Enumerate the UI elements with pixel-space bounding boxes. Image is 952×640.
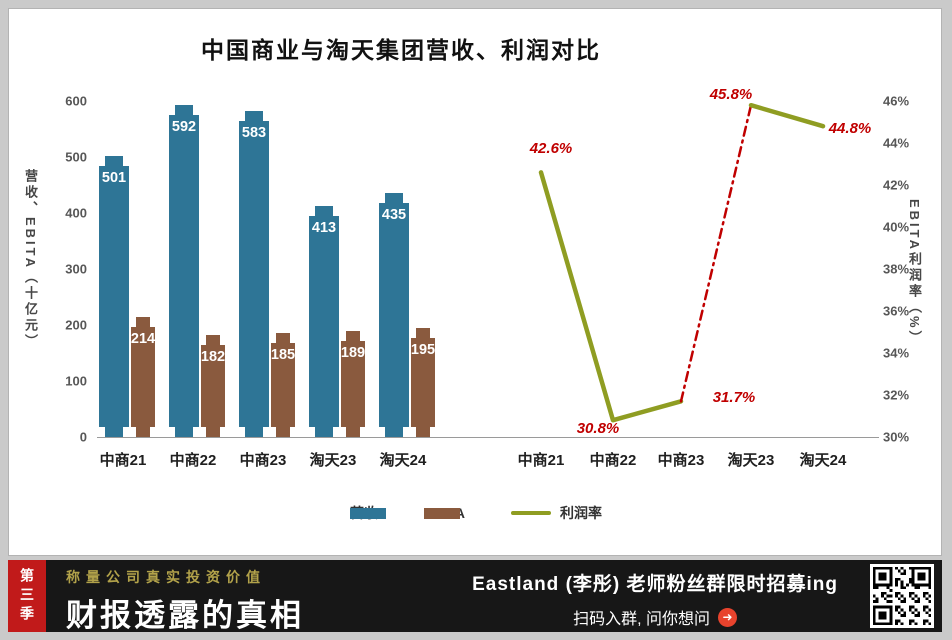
category-label: 中商22 — [169, 452, 217, 469]
right-axis-ticks: 30% 32% 34% 36% 38% 40% 42% 44% 46% — [9, 9, 941, 555]
category-label: 中商23 — [657, 452, 705, 469]
category-labels: 中商21 中商22 中商23 淘天23 淘天24 中商21 中商22 中商23 淘天23 淘天24 — [9, 9, 941, 555]
legend-swatch-icon — [350, 507, 387, 519]
bar-value-label: 501 — [101, 170, 127, 186]
right-axis-title: EBITA利润率（%） — [907, 199, 922, 347]
margin-data-labels: 42.6% 30.8% 31.7% 45.8% 44.8% — [9, 9, 941, 555]
left-axis-tick: 600 — [65, 93, 87, 109]
margin-data-label: 42.6% — [529, 140, 573, 157]
left-axis-tick: 100 — [65, 373, 87, 389]
banner-tagline: 称量公司真实投资价值 — [66, 569, 266, 585]
legend-item-利润率: 利润率 — [510, 503, 602, 523]
promo-line-1: Eastland (李彤) 老师粉丝群限时招募ing — [472, 574, 838, 595]
banner-left: 称量公司真实投资价值 财报透露的真相 — [66, 567, 304, 635]
bar-EBITA-中商22: 182 — [201, 335, 225, 437]
bar-EBITA-中商21: 214 — [131, 317, 155, 437]
category-label: 淘天24 — [799, 452, 847, 469]
bar-EBITA-中商23: 185 — [271, 333, 295, 437]
category-label: 中商21 — [99, 452, 147, 469]
promo-line-2-text: 扫码入群, 问你想问 — [573, 611, 710, 628]
right-axis-tick: 44% — [883, 135, 910, 151]
right-axis-tick: 34% — [883, 345, 910, 361]
left-axis-tick: 200 — [65, 317, 87, 333]
bar-series: 501 592 583 413 435 214 182 185 189 195 — [9, 9, 941, 555]
margin-line-chart — [538, 102, 826, 423]
margin-data-label: 31.7% — [712, 389, 756, 406]
left-axis-tick: 500 — [65, 149, 87, 165]
legend-swatch-icon — [510, 511, 551, 515]
bar-value-label: 195 — [410, 342, 436, 358]
season-label: 第三季 — [19, 567, 35, 625]
margin-data-label: 45.8% — [709, 86, 753, 103]
bar-营收-淘天23: 413 — [309, 206, 339, 437]
left-axis-tick: 300 — [65, 261, 87, 277]
right-axis-tick: 32% — [883, 387, 910, 403]
chart-card: 中国商业与淘天集团营收、利润对比 营收、EBITA（十亿元） EBITA利润率（… — [8, 8, 942, 556]
legend: 营收 EBITA 利润率 — [9, 503, 943, 523]
bar-value-label: 592 — [171, 119, 197, 135]
legend-swatch-icon — [424, 507, 461, 519]
promo-line-2: 扫码入群, 问你想问 ➜ — [472, 605, 838, 629]
category-label: 淘天23 — [309, 452, 357, 469]
bar-营收-中商23: 583 — [239, 111, 269, 437]
right-axis-tick: 42% — [883, 177, 910, 193]
bar-EBITA-淘天24: 195 — [411, 328, 435, 437]
right-axis-tick: 46% — [883, 93, 910, 109]
category-label: 中商22 — [589, 452, 637, 469]
bottom-banner: 第三季 称量公司真实投资价值 财报透露的真相 Eastland (李彤) 老师粉… — [8, 560, 942, 635]
bar-value-label: 413 — [311, 220, 337, 236]
bar-value-label: 583 — [241, 125, 267, 141]
margin-data-label: 44.8% — [828, 120, 872, 137]
chart-title: 中国商业与淘天集团营收、利润对比 — [201, 37, 601, 63]
left-axis-tick: 400 — [65, 205, 87, 221]
bar-营收-中商21: 501 — [99, 156, 129, 437]
category-label: 中商21 — [517, 452, 565, 469]
category-label: 淘天23 — [727, 452, 775, 469]
bar-value-label: 182 — [200, 349, 226, 365]
left-axis-title: 营收、EBITA（十亿元） — [23, 169, 38, 351]
right-axis-tick: 30% — [883, 429, 910, 445]
bar-value-label: 435 — [381, 207, 407, 223]
banner-promo: Eastland (李彤) 老师粉丝群限时招募ing 扫码入群, 问你想问 ➜ — [472, 569, 838, 629]
arrow-right-icon: ➜ — [718, 607, 737, 627]
left-axis-tick: 0 — [79, 429, 87, 445]
left-axis-ticks: 0 100 200 300 400 500 600 — [9, 9, 941, 555]
bar-营收-中商22: 592 — [169, 105, 199, 437]
bar-value-label: 214 — [130, 331, 156, 347]
category-label: 中商23 — [239, 452, 287, 469]
bar-营收-淘天24: 435 — [379, 193, 409, 437]
season-ribbon: 第三季 — [8, 560, 46, 632]
x-axis-line — [97, 437, 879, 438]
bar-value-label: 189 — [340, 345, 366, 361]
category-label: 淘天24 — [379, 452, 427, 469]
bar-EBITA-淘天23: 189 — [341, 331, 365, 437]
legend-label: 利润率 — [559, 505, 602, 521]
legend-item-EBITA: EBITA — [424, 505, 465, 521]
banner-headline: 财报透露的真相 — [66, 598, 304, 633]
legend-item-营收: 营收 — [350, 503, 387, 523]
bar-value-label: 185 — [270, 347, 296, 363]
margin-data-label: 30.8% — [576, 420, 620, 437]
qr-code-icon — [870, 564, 934, 628]
